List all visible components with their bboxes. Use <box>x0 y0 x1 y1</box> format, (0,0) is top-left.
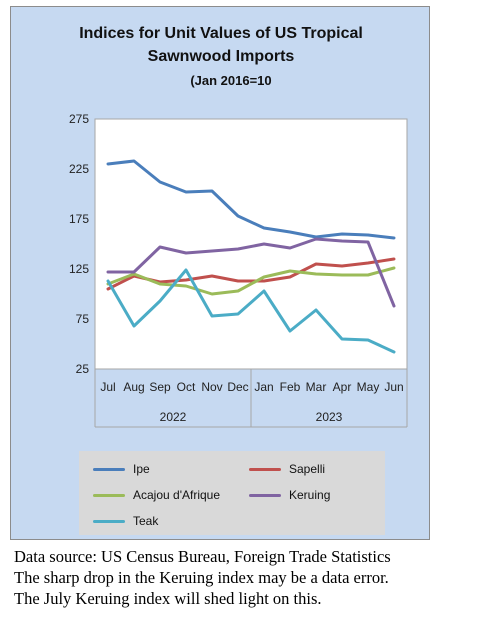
x-tick-label-may: May <box>357 380 380 394</box>
footnote: Data source: US Census Bureau, Foreign T… <box>14 546 500 609</box>
y-tick-label-275: 275 <box>69 112 89 126</box>
chart-title-line-2: Sawnwood Imports <box>147 48 295 65</box>
footnote-july-note: The July Keruing index will shed light o… <box>14 589 322 608</box>
legend-label-keruing: Keruing <box>289 488 331 502</box>
chart-panel: Indices for Unit Values of US Tropical S… <box>10 6 430 540</box>
chart-subtitle: (Jan 2016=10 <box>190 73 272 88</box>
y-tick-label-175: 175 <box>69 212 89 226</box>
x-tick-label-jun: Jun <box>384 380 403 394</box>
legend-item-keruing: Keruing <box>249 487 330 503</box>
legend-swatch-ipe <box>93 467 125 471</box>
series-line-ipe <box>106 159 396 240</box>
x-tick-label-jul: Jul <box>100 380 115 394</box>
x-tick-label-aug: Aug <box>123 380 144 394</box>
y-tick-label-225: 225 <box>69 162 89 176</box>
x-tick-label-mar: Mar <box>306 380 327 394</box>
x-tick-label-jan: Jan <box>254 380 273 394</box>
series-line-teak <box>106 268 396 354</box>
legend-item-ipe: Ipe <box>93 461 150 477</box>
legend-swatch-sapelli <box>249 467 281 471</box>
legend-label-teak: Teak <box>133 514 159 528</box>
y-tick-label-125: 125 <box>69 262 89 276</box>
x-tick-label-apr: Apr <box>333 380 352 394</box>
legend-item-sapelli: Sapelli <box>249 461 325 477</box>
year-label-2023: 2023 <box>316 410 343 424</box>
legend-item-teak: Teak <box>93 513 158 529</box>
legend-swatch-acajou <box>93 493 125 497</box>
legend-label-acajou: Acajou d'Afrique <box>133 488 221 502</box>
legend-label-ipe: Ipe <box>133 462 150 476</box>
line-chart: 25 75 125 175 225 275 Jul Aug Sep Oct Nov Dec Jan Feb… <box>69 112 408 428</box>
x-tick-label-sep: Sep <box>149 380 171 394</box>
legend-swatch-keruing <box>249 493 281 497</box>
legend-label-sapelli: Sapelli <box>289 462 326 476</box>
legend-item-acajou: Acajou d'Afrique <box>93 487 220 503</box>
legend-swatch-teak <box>93 519 125 523</box>
year-label-2022: 2022 <box>160 410 187 424</box>
chart-title-line-1: Indices for Unit Values of US Tropical <box>79 25 363 42</box>
y-tick-label-25: 25 <box>76 362 90 376</box>
series-line-acajou <box>106 266 396 296</box>
footnote-data-source: Data source: US Census Bureau, Foreign T… <box>14 547 391 566</box>
plot-area <box>94 118 408 370</box>
y-tick-label-75: 75 <box>76 312 90 326</box>
x-tick-label-oct: Oct <box>177 380 196 394</box>
series-line-keruing <box>106 237 396 308</box>
footnote-keruing-note: The sharp drop in the Keruing index may … <box>14 568 389 587</box>
x-tick-label-dec: Dec <box>227 380 248 394</box>
legend: Ipe Sapelli Acajou d'Afrique Keruing Tea… <box>79 451 385 535</box>
x-tick-label-feb: Feb <box>280 380 301 394</box>
x-tick-label-nov: Nov <box>201 380 222 394</box>
